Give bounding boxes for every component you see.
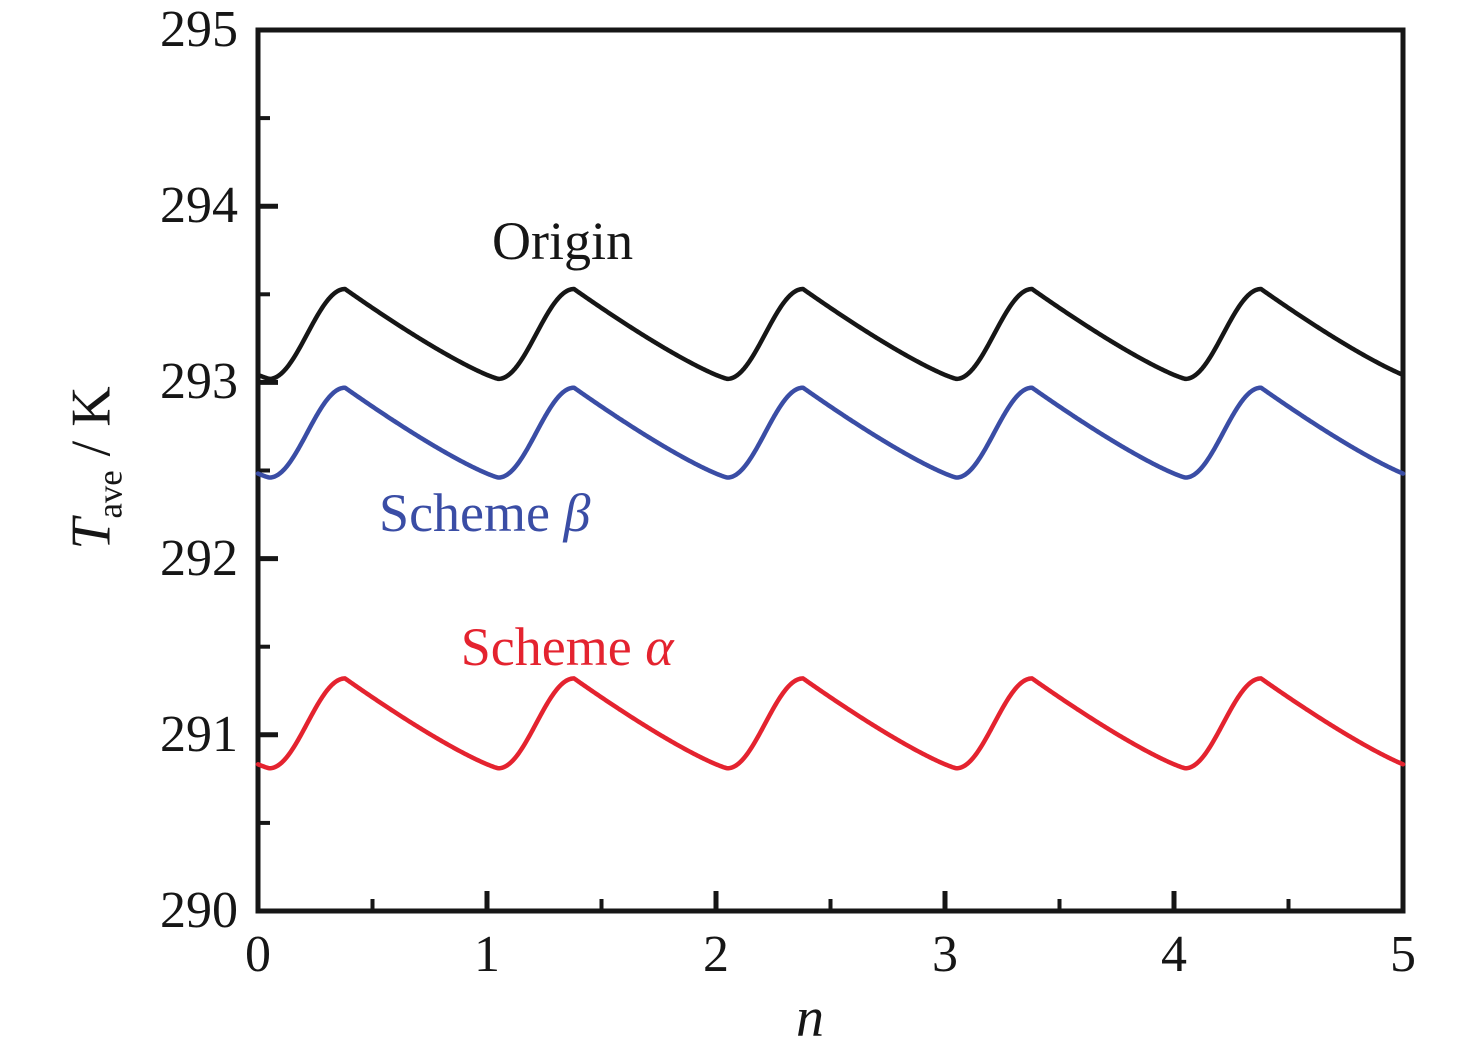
x-tick-label: 4 — [1161, 926, 1187, 983]
series-line-scheme-alpha — [255, 676, 1406, 771]
y-tick-label: 295 — [160, 1, 238, 58]
y-tick-label: 293 — [160, 353, 238, 411]
y-axis-title-subscript: ave — [90, 470, 130, 519]
x-tick-label: 1 — [474, 926, 500, 983]
x-tick-label: 2 — [703, 926, 729, 983]
x-axis-title: n — [796, 987, 824, 1049]
x-tick-label: 3 — [932, 926, 958, 983]
series-label-scheme-alpha: Scheme α — [460, 616, 674, 677]
series-line-origin — [255, 286, 1406, 382]
series-line-scheme-beta — [255, 385, 1406, 480]
y-tick-label: 294 — [160, 177, 238, 235]
x-tick-label: 5 — [1390, 926, 1416, 983]
series-label-origin: Origin — [492, 211, 634, 272]
y-tick-label: 291 — [160, 705, 238, 763]
plot-frame — [255, 27, 1406, 914]
x-tick-label: 0 — [245, 926, 271, 983]
series-label-scheme-beta: Scheme β — [379, 482, 591, 543]
y-tick-label: 292 — [160, 529, 238, 587]
y-tick-label: 290 — [160, 882, 238, 939]
